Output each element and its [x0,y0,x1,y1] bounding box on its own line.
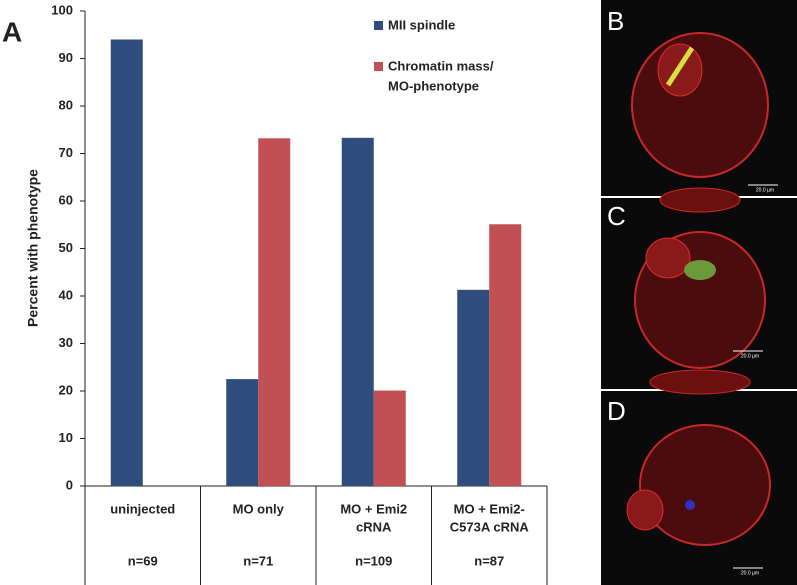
y-tick-label: 20 [59,382,73,397]
oocyte [639,424,771,546]
panel-letter: B [607,6,624,36]
y-tick-label: 10 [59,430,73,445]
y-tick-label: 40 [59,287,73,302]
oocyte [631,32,769,178]
spindle [665,46,695,87]
bar [457,289,490,486]
polar-body [626,489,664,531]
y-tick-label: 100 [51,2,73,17]
bar [258,138,291,487]
scale-label: 20.0 µm [741,570,759,576]
panel-letter: D [607,396,626,426]
legend-swatch [374,21,383,30]
polar-body [645,237,691,279]
chromatin [685,500,695,510]
panel-letter: C [607,201,626,231]
x-tick-label: C573A cRNA [450,519,530,534]
legend-swatch [374,62,383,71]
y-tick-label: 90 [59,50,73,65]
oocyte [649,369,751,395]
bar [110,39,143,486]
y-tick-label: 0 [66,477,73,492]
y-tick-label: 50 [59,240,73,255]
legend-label: MII spindle [388,17,455,32]
bar [226,379,259,486]
x-tick-label: uninjected [110,501,175,516]
y-tick-label: 30 [59,335,73,350]
sample-size: n=87 [474,553,504,568]
x-tick-label: MO + Emi2 [340,501,407,516]
sample-size: n=69 [128,553,158,568]
x-tick-label: MO only [233,501,285,516]
panel-label: A [2,16,22,47]
scale-label: 20.0 µm [741,353,759,359]
y-tick-label: 80 [59,97,73,112]
sample-size: n=71 [243,553,273,568]
bar [373,390,406,486]
micrographs: 20.0 µm 20.0 µm 20.0 µm B C D [601,0,797,585]
y-tick-label: 60 [59,192,73,207]
x-tick-label: MO + Emi2- [454,501,525,516]
sample-size: n=109 [355,553,392,568]
spindle [684,260,716,280]
scale-label: 20.0 µm [756,187,774,193]
legend-label: Chromatin mass/ [388,58,494,73]
y-tick-label: 70 [59,145,73,160]
bar [489,224,522,486]
legend-label: MO-phenotype [388,78,479,93]
oocyte [659,187,741,213]
x-tick-label: cRNA [356,519,392,534]
bar [341,137,374,486]
y-axis-label: Percent with phenotype [25,169,41,327]
